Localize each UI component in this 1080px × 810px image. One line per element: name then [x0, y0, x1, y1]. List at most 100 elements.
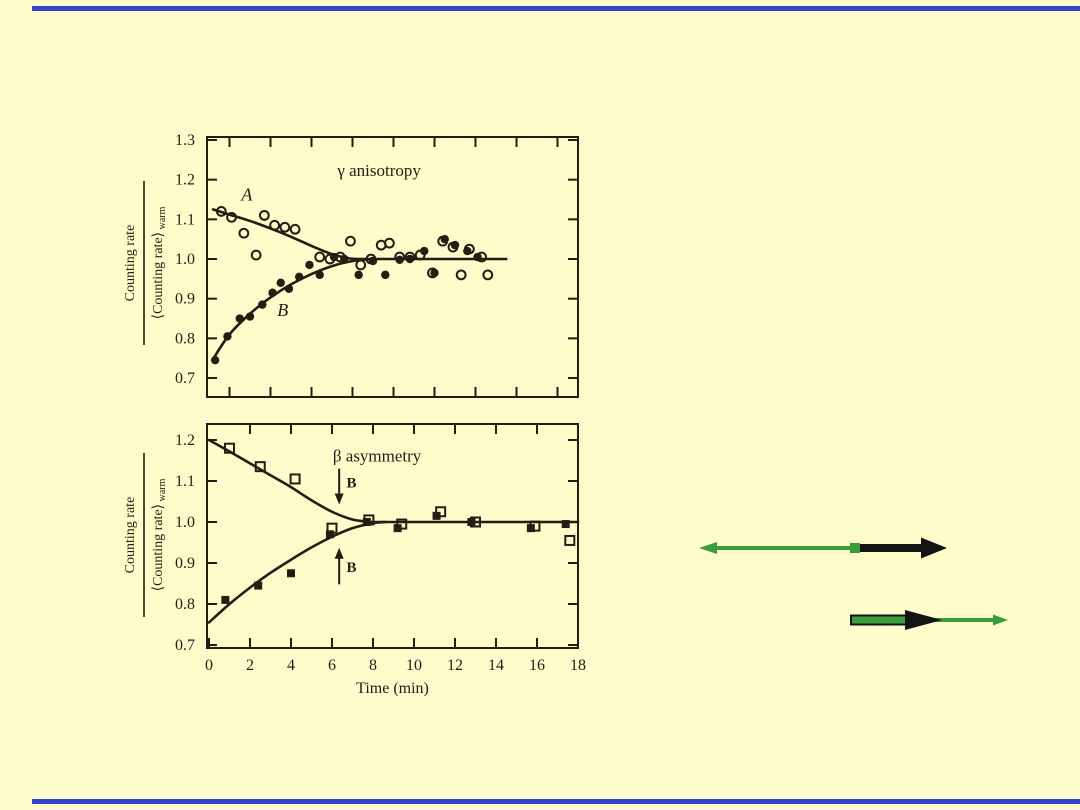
data-point-open-circle — [279, 221, 291, 233]
data-point-filled-circle — [405, 254, 415, 264]
green-arrow-base-square — [850, 543, 860, 553]
x-tick-label: 12 — [447, 657, 463, 674]
data-point-filled-circle — [223, 332, 232, 341]
data-point-open-circle — [384, 237, 395, 249]
x-tick-label: 16 — [529, 657, 545, 674]
data-point-filled-circle — [315, 270, 324, 280]
data-point-filled-circle — [340, 254, 349, 264]
field-label: B — [346, 560, 356, 576]
data-point-filled-circle — [268, 288, 277, 297]
y-tick-label: 1.2 — [175, 172, 195, 189]
data-point-open-square — [254, 461, 266, 473]
data-point-open-circle — [226, 211, 237, 223]
x-axis-title: Time (min) — [356, 680, 429, 697]
data-point-filled-circle — [295, 272, 304, 282]
data-point-filled-circle — [276, 278, 285, 288]
arrow-group-2 — [850, 610, 1008, 630]
y-tick-label: 0.8 — [175, 330, 195, 347]
data-point-open-square — [224, 442, 235, 454]
y-axis-title-numerator: Counting rate — [123, 225, 138, 302]
data-point-filled-square — [254, 581, 263, 590]
data-point-open-square — [289, 473, 301, 485]
data-point-filled-square — [432, 511, 441, 520]
top-accent-bar — [32, 6, 1080, 11]
beta-asymmetry-plot: 1.2 1.1 1.0 0.9 0.8 0.7 0 2 4 6 8 10 12 14 16 18 Time (m… — [123, 423, 586, 697]
outlined-arrow-head — [905, 610, 942, 630]
plot-title: γ anisotropy — [336, 161, 421, 180]
data-point-filled-circle — [368, 256, 378, 266]
y-axis-title-denominator: ⟨Counting rate⟩ warm — [151, 206, 168, 319]
data-point-filled-circle — [395, 255, 404, 265]
data-point-open-square — [435, 506, 447, 518]
data-point-filled-circle — [329, 252, 339, 262]
data-point-open-circle — [215, 206, 227, 217]
data-point-open-circle — [238, 227, 250, 239]
x-tick-label: 8 — [369, 657, 377, 674]
y-tick-label: 0.7 — [175, 637, 195, 654]
data-point-open-circle — [250, 249, 262, 261]
gamma-anisotropy-plot: 1.3 1.2 1.1 1.0 0.9 0.8 0.7 γ anisotropy A B Count… — [123, 132, 579, 398]
A-curve — [211, 208, 358, 261]
y-axis-title-denominator: ⟨Counting rate⟩ warm — [151, 478, 168, 591]
y-tick-label: 1.3 — [175, 132, 195, 149]
outlined-arrow-shaft — [850, 614, 909, 626]
y-tick-label: 0.9 — [175, 291, 195, 308]
curve-label: B — [277, 300, 288, 320]
y-tick-label: 0.9 — [175, 555, 195, 572]
data-point-filled-circle — [381, 270, 390, 280]
y-tick-label: 1.1 — [175, 473, 195, 490]
green-left-arrow-head — [699, 542, 717, 554]
data-point-filled-circle — [440, 234, 449, 244]
data-point-open-circle — [345, 235, 356, 247]
data-point-open-circle — [289, 223, 301, 235]
data-point-filled-circle — [245, 312, 255, 321]
x-tick-label: 18 — [570, 657, 586, 674]
data-point-filled-circle — [463, 246, 472, 256]
data-point-open-square — [396, 518, 408, 530]
data-point-filled-circle — [354, 270, 363, 280]
x-tick-label: 0 — [205, 657, 213, 674]
field-arrowhead — [334, 493, 344, 505]
data-point-filled-circle — [210, 355, 220, 365]
y-tick-label: 1.2 — [175, 432, 195, 449]
y-tick-label: 1.0 — [175, 514, 195, 531]
B-curve — [211, 257, 375, 361]
x-tick-label: 4 — [287, 657, 295, 674]
data-point-open-square — [564, 534, 576, 546]
bottom-accent-bar — [32, 799, 1080, 804]
data-point-filled-circle — [284, 284, 294, 293]
x-tick-label: 6 — [328, 657, 336, 674]
data-point-filled-square — [325, 530, 334, 539]
data-point-open-circle — [355, 259, 367, 271]
field-label: B — [346, 476, 356, 492]
data-point-filled-circle — [430, 268, 439, 278]
data-point-filled-square — [393, 524, 402, 533]
upper-curve — [207, 438, 373, 524]
data-point-filled-square — [362, 518, 371, 526]
y-tick-label: 1.0 — [175, 251, 195, 268]
data-point-open-circle — [455, 269, 467, 281]
field-arrowhead — [334, 547, 344, 559]
green-right-arrow-head — [993, 614, 1008, 626]
data-point-filled-circle — [235, 314, 244, 323]
x-tick-label: 10 — [406, 657, 422, 674]
data-point-filled-square — [287, 569, 295, 578]
data-point-filled-circle — [420, 246, 429, 256]
data-point-filled-square — [467, 518, 476, 526]
data-point-open-circle — [269, 219, 281, 231]
data-point-open-circle — [314, 251, 326, 263]
plot-frame — [206, 423, 579, 649]
x-tick-label: 2 — [246, 657, 254, 674]
curve-label: A — [240, 185, 253, 205]
arrow-group-1 — [699, 537, 947, 559]
data-point-filled-circle — [258, 300, 267, 309]
y-tick-label: 0.8 — [175, 596, 195, 613]
data-point-filled-circle — [450, 240, 460, 250]
data-point-filled-square — [561, 520, 570, 529]
black-right-arrow-head — [921, 537, 947, 559]
plot-title: β asymmetry — [333, 446, 422, 465]
y-tick-label: 1.1 — [175, 211, 195, 228]
y-tick-label: 0.7 — [175, 370, 195, 387]
data-point-filled-square — [221, 595, 230, 604]
data-point-filled-circle — [305, 260, 314, 270]
